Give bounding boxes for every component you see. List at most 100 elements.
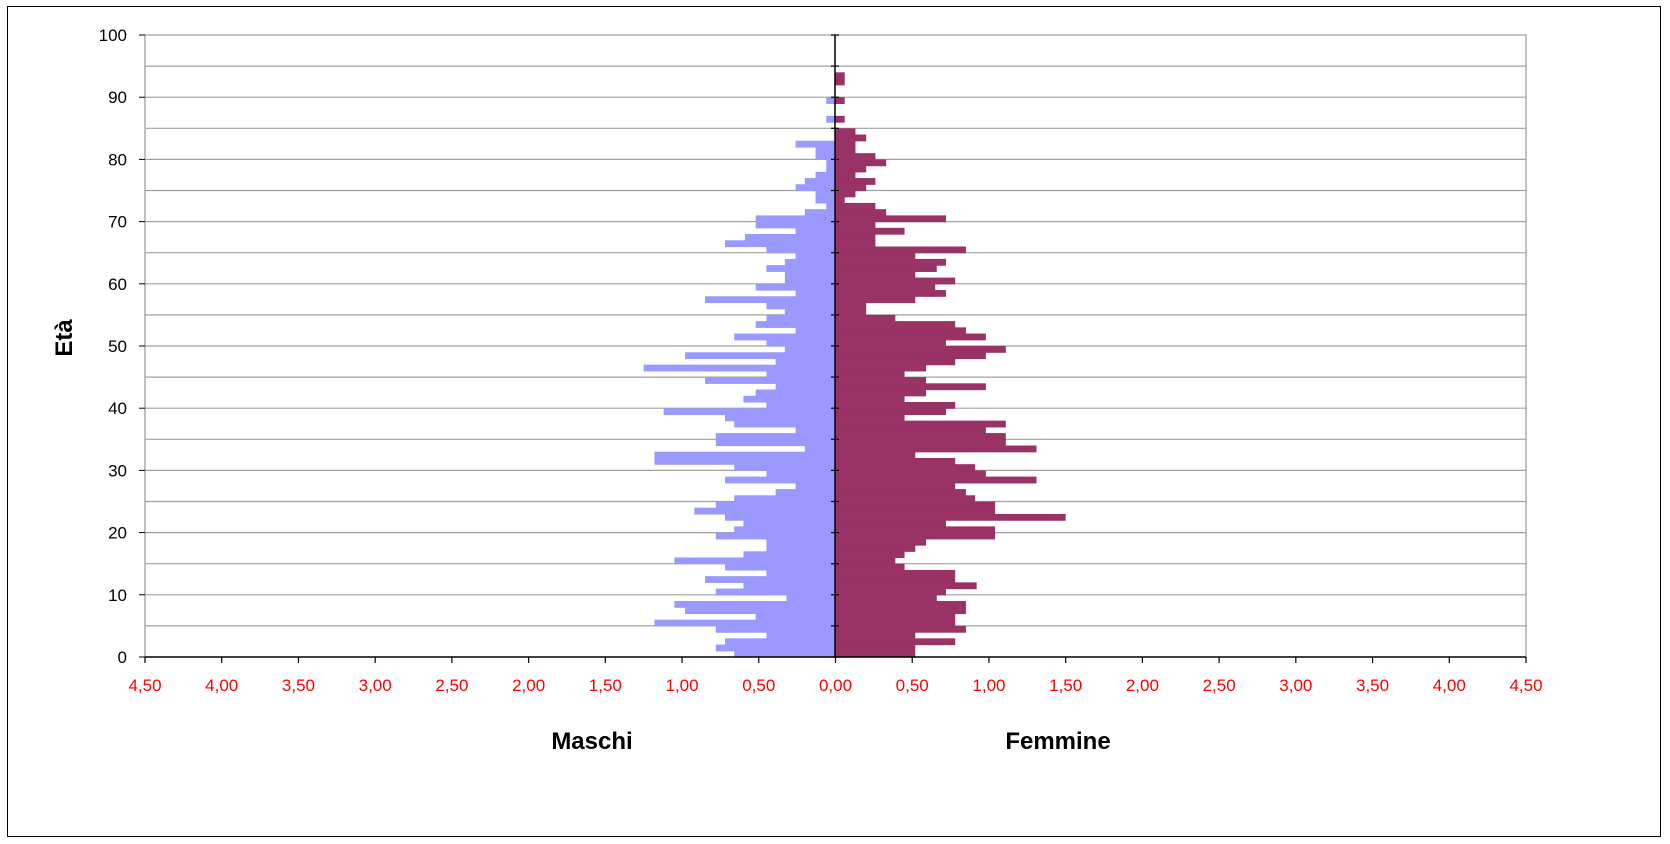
y-tick-label-70: 70: [108, 213, 127, 232]
x-tick-label: 1,50: [1049, 676, 1082, 695]
bars: [643, 72, 1066, 658]
bar-maschi-age-80: [815, 153, 835, 160]
bar-femmine-age-19: [835, 532, 996, 540]
bar-femmine-age-50: [835, 339, 946, 347]
x-tick-label: 4,50: [128, 676, 161, 695]
y-tick-label-10: 10: [108, 586, 127, 605]
bar-femmine-age-14: [835, 563, 905, 571]
bar-femmine-age-30: [835, 464, 976, 471]
bar-femmine-age-16: [835, 551, 905, 559]
bar-femmine-age-26: [835, 489, 966, 496]
x-tick-label: 0,00: [819, 676, 852, 695]
bar-maschi-age-38: [725, 414, 835, 422]
bar-femmine-age-31: [835, 457, 956, 465]
bar-femmine-age-33: [835, 445, 1037, 453]
legend-label-femmine: Femmine: [1005, 728, 1110, 755]
bar-femmine-age-8: [835, 601, 966, 608]
bar-femmine-age-11: [835, 582, 977, 590]
x-tick-label: 4,00: [1433, 676, 1466, 695]
bar-femmine-age-83: [835, 134, 867, 142]
bar-maschi-age-76: [804, 178, 835, 185]
bar-femmine-age-67: [835, 234, 876, 241]
bar-femmine-age-39: [835, 408, 946, 416]
y-axis-label: Età: [51, 319, 78, 357]
bar-femmine-age-13: [835, 569, 956, 577]
bar-femmine-age-53: [835, 321, 956, 328]
bar-maschi-age-62: [766, 265, 835, 272]
bar-maschi-age-21: [743, 520, 835, 527]
bar-maschi-age-55: [784, 308, 835, 316]
x-tick-label: 3,50: [1356, 676, 1389, 695]
bar-femmine-age-65: [835, 246, 966, 254]
bar-maschi-age-5: [654, 619, 835, 627]
bar-maschi-age-2: [725, 638, 835, 646]
bar-femmine-age-58: [835, 290, 946, 297]
bar-maschi-age-53: [755, 321, 835, 328]
bar-femmine-age-56: [835, 302, 867, 310]
bar-femmine-age-10: [835, 588, 946, 596]
bar-femmine-age-36: [835, 426, 986, 434]
bar-maschi-age-45: [766, 370, 835, 378]
bar-maschi-age-43: [775, 383, 835, 391]
bar-maschi-age-3: [766, 632, 835, 639]
bar-maschi-age-34: [715, 439, 835, 447]
bar-femmine-age-93: [835, 72, 845, 80]
bar-femmine-age-2: [835, 638, 956, 646]
x-tick-label: 1,00: [972, 676, 1005, 695]
bar-maschi-age-49: [784, 346, 835, 353]
x-tick-label: 1,00: [666, 676, 699, 695]
bar-maschi-age-31: [654, 457, 835, 465]
bar-femmine-age-78: [835, 165, 867, 173]
bar-maschi-age-57: [705, 296, 835, 304]
bar-maschi-age-30: [734, 464, 835, 471]
x-tick-label: 3,00: [1279, 676, 1312, 695]
bar-femmine-age-7: [835, 607, 966, 615]
bar-femmine-age-37: [835, 420, 1006, 428]
bar-maschi-age-39: [663, 408, 835, 416]
bar-maschi-age-37: [734, 420, 835, 428]
bar-maschi-age-14: [725, 563, 835, 571]
y-tick-label-90: 90: [108, 88, 127, 107]
bar-maschi-age-44: [705, 377, 835, 384]
bar-femmine-age-44: [835, 377, 927, 384]
bar-maschi-age-4: [715, 625, 835, 633]
y-tick-label-50: 50: [108, 337, 127, 356]
bar-femmine-age-92: [835, 78, 845, 86]
bar-femmine-age-69: [835, 221, 876, 229]
bar-femmine-age-29: [835, 470, 986, 478]
bar-maschi-age-73: [815, 196, 835, 204]
bar-maschi-age-63: [784, 258, 835, 266]
bar-femmine-age-55: [835, 308, 867, 316]
bar-maschi-age-58: [795, 290, 835, 297]
bar-femmine-age-77: [835, 171, 856, 179]
bar-maschi-age-51: [734, 333, 835, 341]
x-tick-label: 2,50: [435, 676, 468, 695]
bar-femmine-age-15: [835, 557, 896, 565]
bar-femmine-age-41: [835, 395, 905, 403]
bar-femmine-age-3: [835, 632, 916, 639]
bar-femmine-age-49: [835, 346, 1006, 353]
bar-maschi-age-64: [795, 252, 835, 260]
bar-maschi-age-70: [755, 215, 835, 223]
bar-femmine-age-24: [835, 501, 996, 509]
x-tick-label: 2,00: [512, 676, 545, 695]
x-tick-label: 1,50: [589, 676, 622, 695]
bar-maschi-age-72: [826, 202, 835, 210]
bar-femmine-age-35: [835, 433, 1006, 440]
bar-femmine-age-20: [835, 526, 996, 534]
bar-femmine-age-18: [835, 538, 927, 546]
bar-femmine-age-81: [835, 146, 856, 154]
bar-maschi-age-11: [743, 582, 835, 590]
bar-maschi-age-12: [705, 576, 835, 583]
bar-femmine-age-75: [835, 184, 867, 192]
y-tick-label-80: 80: [108, 150, 127, 169]
bar-femmine-age-48: [835, 352, 986, 360]
bar-femmine-age-68: [835, 227, 905, 235]
bar-maschi-age-56: [766, 302, 835, 310]
bar-femmine-age-66: [835, 240, 876, 248]
bar-maschi-age-6: [755, 613, 835, 621]
bar-femmine-age-40: [835, 401, 956, 409]
bar-maschi-age-71: [804, 209, 835, 216]
y-tick-labels: 0 10 20 30 40 50 60 70 80 90 100: [99, 26, 145, 667]
bar-femmine-age-74: [835, 190, 856, 198]
